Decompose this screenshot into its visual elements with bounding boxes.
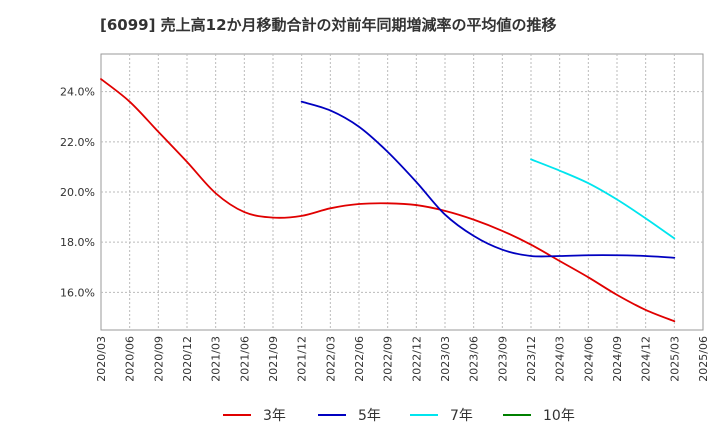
chart-title: [6099] 売上高12か月移動合計の対前年同期増減率の平均値の推移 — [100, 16, 557, 34]
x-tick-label: 2021/06 — [238, 336, 251, 382]
x-tick-label: 2023/06 — [468, 336, 481, 382]
x-tick-label: 2020/03 — [95, 336, 108, 382]
y-tick-label: 16.0% — [60, 286, 95, 299]
x-tick-label: 2024/03 — [554, 336, 567, 382]
x-tick-label: 2024/09 — [611, 336, 624, 382]
legend: 3年 5年 7年 10年 — [223, 408, 575, 424]
x-tick-label: 2020/12 — [181, 336, 194, 382]
x-tick-label: 2023/09 — [496, 336, 509, 382]
legend-label-3: 10年 — [543, 408, 575, 424]
x-tick-label: 2025/03 — [668, 336, 681, 382]
x-tick-label: 2022/09 — [382, 336, 395, 382]
x-tick-label: 2022/03 — [324, 336, 337, 382]
axis-labels: 2020/03 2020/06 2020/09 2020/12 2021/03 2021/… — [60, 86, 710, 382]
x-tick-label: 2023/03 — [439, 336, 452, 382]
x-tick-label: 2021/03 — [210, 336, 223, 382]
series-line-2 — [530, 158, 676, 240]
x-tick-label: 2025/06 — [697, 336, 710, 382]
x-tick-label: 2021/09 — [267, 336, 280, 382]
x-tick-label: 2022/12 — [410, 336, 423, 382]
x-tick-label: 2024/12 — [640, 336, 653, 382]
series-line-1 — [300, 100, 676, 259]
y-tick-label: 24.0% — [60, 86, 95, 99]
x-tick-label: 2024/06 — [582, 336, 595, 382]
series-lines — [100, 78, 676, 323]
legend-label-2: 7年 — [450, 408, 473, 424]
x-tick-label: 2020/09 — [152, 336, 165, 382]
y-tick-label: 20.0% — [60, 186, 95, 199]
x-tick-label: 2020/06 — [124, 336, 137, 382]
legend-label-1: 5年 — [358, 408, 381, 424]
x-tick-label: 2023/12 — [525, 336, 538, 382]
x-tick-label: 2022/06 — [353, 336, 366, 382]
x-tick-label: 2021/12 — [296, 336, 309, 382]
series-line-0 — [100, 78, 676, 323]
legend-label-0: 3年 — [263, 408, 286, 424]
y-tick-label: 18.0% — [60, 236, 95, 249]
y-tick-label: 22.0% — [60, 136, 95, 149]
